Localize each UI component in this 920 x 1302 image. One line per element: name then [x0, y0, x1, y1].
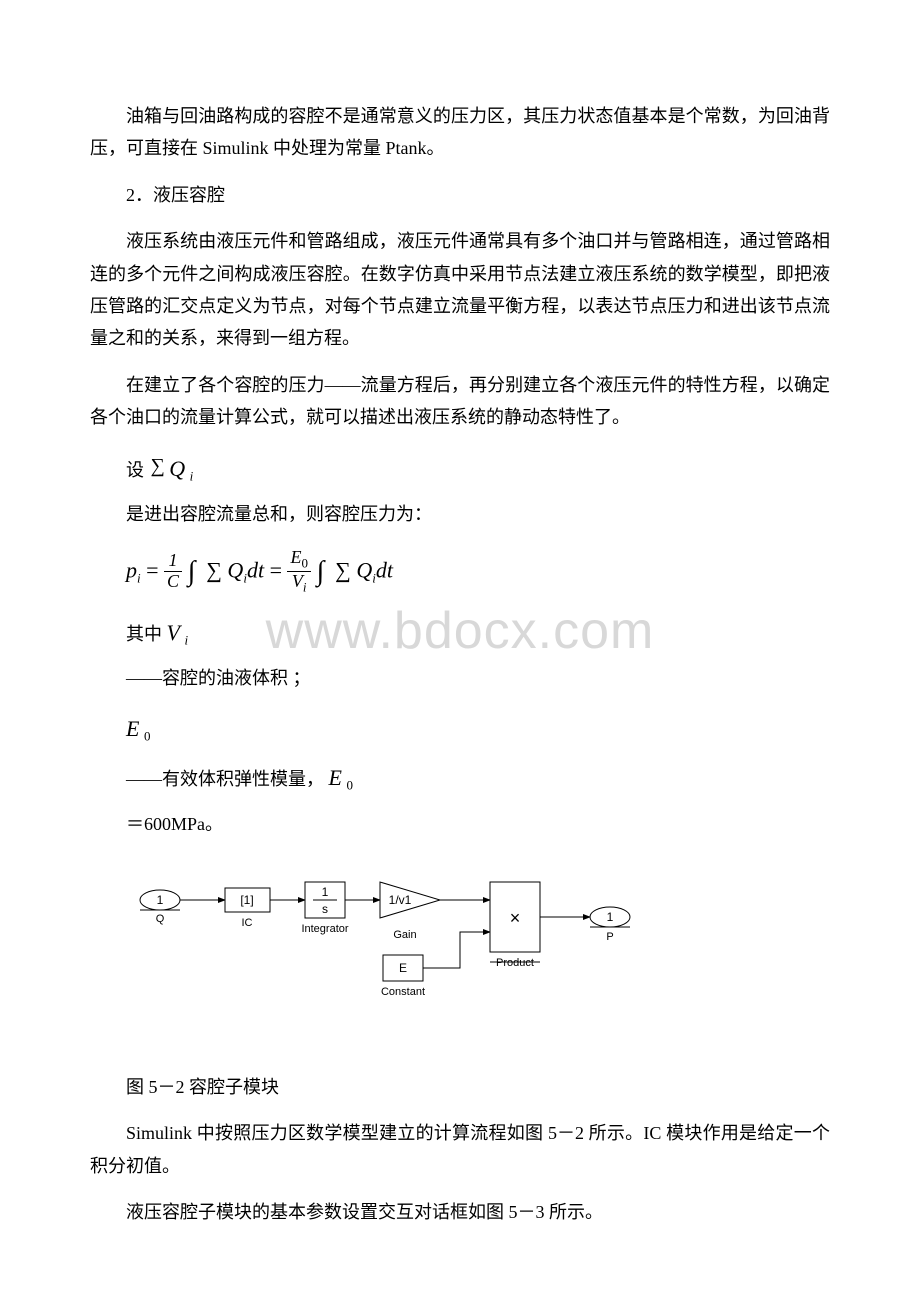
var-V-sub: i	[184, 632, 188, 647]
paragraph-12: Simulink 中按照压力区数学模型建立的计算流程如图 5－2 所示。IC 模…	[90, 1117, 830, 1182]
integrator-num: 1	[322, 885, 329, 899]
figure-caption: 图 5－2 容腔子模块	[90, 1071, 830, 1103]
var-V: V	[167, 620, 180, 645]
constant-label: Constant	[381, 986, 425, 998]
input-port-label: Q	[156, 913, 165, 925]
var-Q: Q	[169, 456, 185, 481]
gain-label: Gain	[393, 929, 416, 941]
eq-sign-2: =	[270, 557, 288, 582]
sigma-icon: ∑	[151, 455, 165, 477]
gain-value: 1/v1	[389, 893, 412, 907]
frac-Vi-sub: i	[303, 580, 307, 595]
integrator-den: s	[322, 902, 328, 916]
frac-E0-num: E	[290, 547, 301, 567]
frac-E0V: E0 Vi	[287, 548, 311, 595]
var-E0-sub: 0	[144, 728, 151, 743]
simulink-diagram: 1 Q [1] IC 1 s Integrator 1/v1 Gain	[130, 860, 830, 1050]
arrow-5	[423, 932, 490, 968]
frac-1C-den: C	[164, 572, 182, 592]
paragraph-8: ——容腔的油液体积 ；	[90, 662, 830, 694]
product-label: Product	[496, 957, 534, 969]
paragraph-6: 是进出容腔流量总和，则容腔压力为：	[90, 498, 830, 530]
E0-line: E 0	[126, 709, 830, 749]
dt-2: dt	[376, 557, 393, 582]
integral-2: ∫	[316, 556, 324, 587]
var-Q-1: Q	[227, 557, 243, 582]
set-prefix: 设	[126, 460, 144, 480]
output-port-label: P	[606, 931, 613, 943]
ic-label: IC	[242, 917, 253, 929]
section-heading: 2．液压容腔	[90, 179, 830, 211]
var-pi-sub: i	[137, 570, 141, 585]
where-line: 其中 V i	[126, 613, 830, 653]
product-symbol: ×	[510, 908, 521, 928]
main-formula: pi = 1 C ∫ ∑ Qidt = E0 Vi ∫ ∑ Qidt	[126, 547, 830, 597]
modulus-prefix: ——有效体积弹性模量，	[126, 769, 324, 789]
var-pi: p	[126, 557, 137, 582]
where-prefix: 其中	[126, 624, 167, 644]
sigma-2: ∑	[335, 557, 351, 582]
integrator-label: Integrator	[301, 923, 348, 935]
input-port-num: 1	[157, 893, 164, 907]
modulus-line: ——有效体积弹性模量， E 0	[126, 758, 830, 798]
dt-1: dt	[247, 557, 264, 582]
frac-1C: 1 C	[164, 551, 182, 592]
frac-E0-sub: 0	[301, 556, 308, 571]
var-Q-2: Q	[356, 557, 372, 582]
document-content: 油箱与回油路构成的容腔不是通常意义的压力区，其压力状态值基本是个常数，为回油背压…	[90, 100, 830, 1228]
var-Q-sub: i	[190, 468, 194, 483]
var-E0-2: E	[329, 765, 342, 790]
integral-1: ∫	[188, 556, 196, 587]
paragraph-4: 在建立了各个容腔的压力——流量方程后，再分别建立各个液压元件的特性方程，以确定各…	[90, 369, 830, 434]
paragraph-1: 油箱与回油路构成的容腔不是通常意义的压力区，其压力状态值基本是个常数，为回油背压…	[90, 100, 830, 165]
constant-value: E	[399, 961, 407, 975]
ic-value: [1]	[240, 893, 253, 907]
frac-1C-num: 1	[164, 551, 182, 572]
var-E0: E	[126, 716, 139, 741]
output-port-num: 1	[607, 910, 614, 924]
formula-set-line: 设 ∑ Q i	[126, 448, 830, 489]
sigma-1: ∑	[206, 557, 222, 582]
eq-sign-1: =	[146, 557, 164, 582]
paragraph-11: ＝600MPa。	[90, 808, 830, 840]
var-E0-2-sub: 0	[346, 778, 353, 793]
frac-V-den: V	[292, 571, 303, 591]
paragraph-3: 液压系统由液压元件和管路组成，液压元件通常具有多个油口并与管路相连，通过管路相连…	[90, 225, 830, 355]
paragraph-13: 液压容腔子模块的基本参数设置交互对话框如图 5－3 所示。	[90, 1196, 830, 1228]
